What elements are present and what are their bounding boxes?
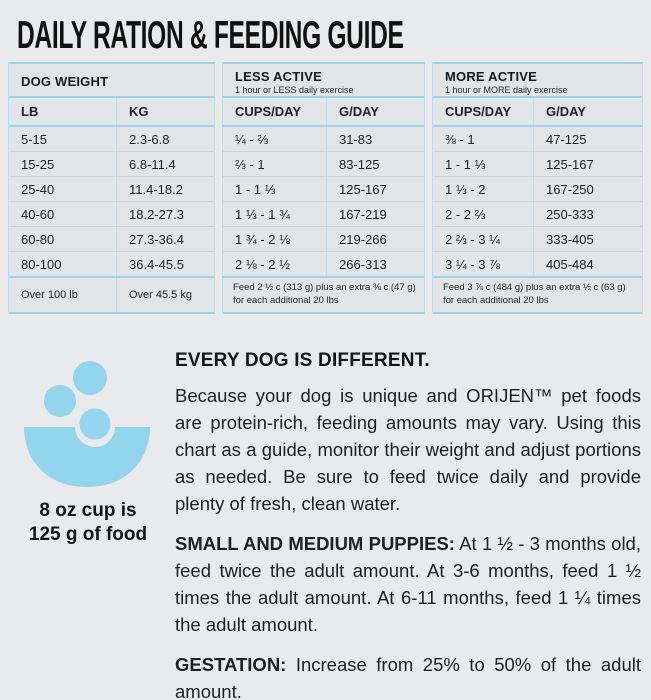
more-active-note-row: Feed 3 ⅞ c (484 g) plus an extra ½ c (63… [433, 276, 642, 314]
table-row: 15-25 6.8-11.4 [9, 152, 214, 177]
kg-range: 18.2-27.3 [116, 202, 214, 226]
grams-per-day: 47-125 [533, 127, 642, 151]
gestation-label: GESTATION: [175, 654, 287, 675]
grams-per-day: 405-484 [533, 252, 642, 276]
gestation-text: Increase from 25% to 50% of the adult am… [175, 654, 641, 700]
table-row: 80-100 36.4-45.5 [9, 252, 214, 276]
info-column: EVERY DOG IS DIFFERENT. Because your dog… [175, 350, 641, 700]
cups-per-day: 1 ⅓ - 1 ¾ [235, 206, 290, 222]
lb-range: 25-40 [21, 181, 55, 197]
grams-per-day: 167-219 [326, 202, 424, 226]
table-row: 1 - 1 ⅓ 125-167 [223, 177, 424, 202]
lb-range: 40-60 [21, 206, 55, 222]
cup-caption: 8 oz cup is 125 g of food [18, 499, 158, 547]
kg-range: 2.3-6.8 [116, 127, 214, 151]
over-100-lb: Over 100 lb [21, 289, 78, 301]
table-row: 1 ¾ - 2 ⅛ 219-266 [223, 227, 424, 252]
over-45-kg: Over 45.5 kg [116, 278, 214, 312]
cup-caption-line2: 125 g of food [28, 524, 148, 545]
cups-per-day: ¼ - ⅔ [235, 131, 269, 147]
table-row: 1 - 1 ⅓ 125-167 [433, 152, 642, 177]
lb-range: 15-25 [21, 156, 55, 172]
less-active-note-row: Feed 2 ½ c (313 g) plus an extra ⅜ c (47… [223, 276, 424, 314]
table-row: 2 ⅛ - 2 ½ 266-313 [223, 252, 424, 276]
more-active-sublabel: 1 hour or MORE daily exercise [445, 84, 568, 95]
lb-range: 5-15 [21, 131, 48, 147]
food-bowl-icon [24, 361, 150, 487]
cups-per-day: 3 ¼ - 3 ⅞ [445, 256, 500, 272]
cups-per-day: ⅔ - 1 [235, 156, 265, 172]
table-row: 40-60 18.2-27.3 [9, 202, 214, 227]
dog-weight-group: DOG WEIGHT LB KG 5-15 2.3-6.8 15-25 6.8-… [8, 62, 215, 314]
table-row: 1 ⅓ - 1 ¾ 167-219 [223, 202, 424, 227]
table-row: 2 - 2 ⅔ 250-333 [433, 202, 642, 227]
cups-per-day: 1 - 1 ⅓ [235, 181, 276, 197]
table-row: 2 ⅔ - 3 ¼ 333-405 [433, 227, 642, 252]
less-active-label: LESS ACTIVE [235, 68, 322, 84]
kg-range: 11.4-18.2 [116, 177, 214, 201]
table-row: ⅔ - 1 83-125 [223, 152, 424, 177]
table-row: 3 ¼ - 3 ⅞ 405-484 [433, 252, 642, 276]
kg-range: 36.4-45.5 [116, 252, 214, 276]
info-paragraph: Because your dog is unique and ORIJEN™ p… [175, 385, 641, 514]
puppies-paragraph: SMALL AND MEDIUM PUPPIES: At 1 ½ - 3 mon… [175, 530, 641, 638]
grams-per-day: 125-167 [326, 177, 424, 201]
kg-range: 27.3-36.4 [116, 227, 214, 251]
grams-per-day: 83-125 [326, 152, 424, 176]
cups-per-day: 1 - 1 ⅓ [445, 156, 486, 172]
cups-per-day: 2 - 2 ⅔ [445, 206, 486, 222]
info-heading: EVERY DOG IS DIFFERENT. [175, 350, 430, 371]
less-active-sublabel: 1 hour or LESS daily exercise [235, 84, 354, 95]
dog-weight-group-header: DOG WEIGHT [9, 64, 214, 98]
lb-column-header: LB [21, 104, 39, 119]
table-row: 5-15 2.3-6.8 [9, 127, 214, 152]
cups-column-header: CUPS/DAY [445, 104, 511, 119]
gestation-paragraph: GESTATION: Increase from 25% to 50% of t… [175, 651, 641, 700]
grams-per-day: 250-333 [533, 202, 642, 226]
table-row: 25-40 11.4-18.2 [9, 177, 214, 202]
cups-per-day: 1 ⅓ - 2 [445, 181, 486, 197]
table-row: ⅜ - 1 47-125 [433, 127, 642, 152]
grams-per-day: 219-266 [326, 227, 424, 251]
grams-column-header: G/DAY [533, 98, 642, 125]
over-weight-row: Over 100 lb Over 45.5 kg [9, 276, 214, 314]
cup-measure-block: 8 oz cup is 125 g of food [18, 355, 158, 547]
grams-per-day: 333-405 [533, 227, 642, 251]
less-active-group-header: LESS ACTIVE 1 hour or LESS daily exercis… [223, 64, 424, 98]
dog-weight-subheader-row: LB KG [9, 98, 214, 127]
cups-per-day: 2 ⅛ - 2 ½ [235, 256, 290, 272]
dog-weight-label: DOG WEIGHT [21, 74, 109, 89]
more-active-label: MORE ACTIVE [445, 68, 538, 84]
lb-range: 80-100 [21, 256, 62, 272]
lb-range: 60-80 [21, 231, 55, 247]
feeding-table: DOG WEIGHT LB KG 5-15 2.3-6.8 15-25 6.8-… [8, 62, 643, 314]
table-row: 60-80 27.3-36.4 [9, 227, 214, 252]
grams-per-day: 31-83 [326, 127, 424, 151]
cups-per-day: ⅜ - 1 [445, 131, 475, 147]
kg-range: 6.8-11.4 [116, 152, 214, 176]
more-active-note: Feed 3 ⅞ c (484 g) plus an extra ½ c (63… [443, 282, 626, 306]
table-row: ¼ - ⅔ 31-83 [223, 127, 424, 152]
table-row: 1 ⅓ - 2 167-250 [433, 177, 642, 202]
kg-column-header: KG [116, 98, 214, 125]
puppies-text: At 1 ½ - 3 months old, feed twice the ad… [175, 533, 641, 635]
less-active-note: Feed 2 ½ c (313 g) plus an extra ⅜ c (47… [233, 282, 416, 306]
grams-per-day: 125-167 [533, 152, 642, 176]
less-active-group: LESS ACTIVE 1 hour or LESS daily exercis… [222, 62, 425, 314]
grams-column-header: G/DAY [326, 98, 424, 125]
more-active-group-header: MORE ACTIVE 1 hour or MORE daily exercis… [433, 64, 642, 98]
cups-per-day: 1 ¾ - 2 ⅛ [235, 231, 290, 247]
cups-column-header: CUPS/DAY [235, 104, 301, 119]
cups-per-day: 2 ⅔ - 3 ¼ [445, 231, 500, 247]
less-active-subheader-row: CUPS/DAY G/DAY [223, 98, 424, 127]
more-active-subheader-row: CUPS/DAY G/DAY [433, 98, 642, 127]
puppies-label: SMALL AND MEDIUM PUPPIES: [175, 533, 455, 554]
more-active-group: MORE ACTIVE 1 hour or MORE daily exercis… [432, 62, 643, 314]
grams-per-day: 266-313 [326, 252, 424, 276]
cup-caption-line1: 8 oz cup is [39, 500, 137, 521]
grams-per-day: 167-250 [533, 177, 642, 201]
page-title: DAILY RATION & FEEDING GUIDE [17, 14, 404, 57]
